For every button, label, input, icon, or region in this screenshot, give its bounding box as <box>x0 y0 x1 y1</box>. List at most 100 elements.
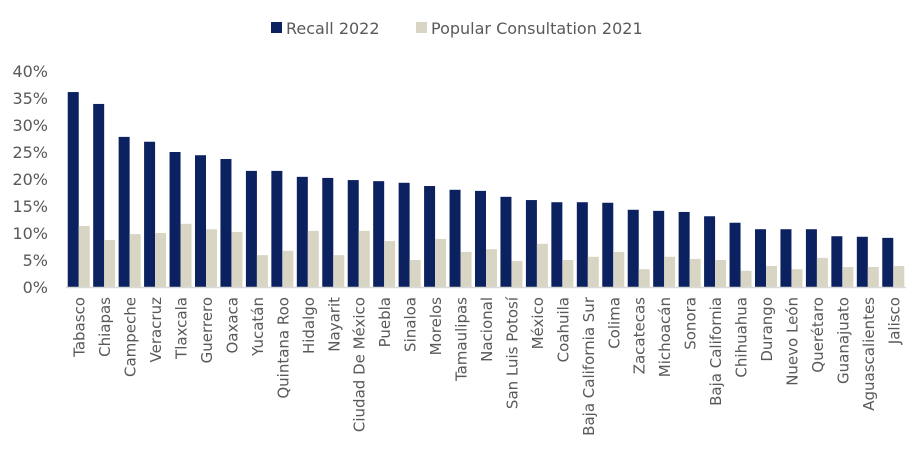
bar-recall-2022-guerrero <box>195 155 206 287</box>
legend-label-recall-2022: Recall 2022 <box>286 19 380 38</box>
bar-popular-consultation-2021-campeche <box>129 234 141 287</box>
bar-recall-2022-morelos <box>424 186 436 287</box>
bar-recall-2022-oaxaca <box>220 159 232 287</box>
y-tick-label: 25% <box>12 143 48 162</box>
bar-recall-2022-veracruz <box>144 141 156 287</box>
x-tick-label-durango: Durango <box>758 297 776 362</box>
y-tick-label: 5% <box>23 251 48 270</box>
bar-popular-consultation-2021-chihuahua <box>740 270 752 287</box>
bar-popular-consultation-2021-puebla <box>384 241 396 287</box>
x-tick-label-sonora: Sonora <box>682 297 700 350</box>
bar-recall-2022-baja-california <box>704 216 716 287</box>
bar-popular-consultation-2021-queretaro <box>816 257 828 287</box>
x-tick-label-chiapas: Chiapas <box>96 297 114 357</box>
x-tick-label-hidalgo: Hidalgo <box>300 297 318 354</box>
x-tick-label-puebla: Puebla <box>376 297 394 347</box>
bar-recall-2022-tamaulipas <box>449 189 461 287</box>
y-tick-label: 0% <box>23 278 48 297</box>
bar-recall-2022-baja-california-sur <box>576 202 588 287</box>
y-axis: 0% 5% 10% 15% 20% 25% 30% 35% 40% <box>12 62 48 297</box>
bar-popular-consultation-2021-guerrero <box>206 229 217 287</box>
x-tick-label-nayarit: Nayarit <box>325 297 343 352</box>
x-tick-label-tamaulipas: Tamaulipas <box>453 297 471 382</box>
bar-recall-2022-colima <box>602 202 614 287</box>
bar-recall-2022-guanajuato <box>831 236 843 287</box>
legend-label-popular-consultation-2021: Popular Consultation 2021 <box>431 19 643 38</box>
bar-popular-consultation-2021-baja-california <box>715 260 727 287</box>
bar-popular-consultation-2021-tlaxcala <box>180 223 192 287</box>
bar-recall-2022-coahuila <box>551 202 563 287</box>
bar-popular-consultation-2021-veracruz <box>155 233 167 287</box>
x-axis: Tabasco Chiapas Campeche Veracruz Tlaxcala Gu… <box>71 296 904 436</box>
bar-recall-2022-sonora <box>678 211 690 287</box>
bar-recall-2022-chiapas <box>93 103 105 287</box>
bars <box>67 92 905 287</box>
bar-recall-2022-hidalgo <box>296 176 308 287</box>
legend: Recall 2022 Popular Consultation 2021 <box>271 19 643 38</box>
x-tick-label-tlaxcala: Tlaxcala <box>173 297 191 360</box>
x-tick-label-campeche: Campeche <box>122 297 140 377</box>
bar-recall-2022-puebla <box>373 181 385 287</box>
x-tick-label-ciudad-de-mexico: Ciudad De México <box>351 297 369 432</box>
x-tick-label-nuevo-leon: Nuevo León <box>783 297 801 386</box>
bar-popular-consultation-2021-baja-california-sur <box>587 256 599 287</box>
bar-recall-2022-queretaro <box>805 229 817 287</box>
bar-popular-consultation-2021-sonora <box>689 258 701 287</box>
bar-popular-consultation-2021-sinaloa <box>409 260 421 287</box>
x-tick-label-coahuila: Coahuila <box>554 297 572 362</box>
x-tick-label-jalisco: Jalisco <box>885 297 903 345</box>
bar-recall-2022-campeche <box>118 136 130 287</box>
bar-recall-2022-chihuahua <box>729 222 741 287</box>
x-tick-label-morelos: Morelos <box>427 297 445 356</box>
x-tick-label-zacatecas: Zacatecas <box>631 297 649 374</box>
bar-popular-consultation-2021-nacional <box>486 249 497 287</box>
bar-recall-2022-tabasco <box>67 92 79 287</box>
y-tick-label: 40% <box>12 62 48 81</box>
x-tick-label-sinaloa: Sinaloa <box>402 297 420 352</box>
y-tick-label: 15% <box>12 197 48 216</box>
bar-popular-consultation-2021-san-luis-potosi <box>511 261 523 287</box>
bar-recall-2022-nacional <box>475 190 486 287</box>
x-tick-label-colima: Colima <box>605 297 623 349</box>
bar-recall-2022-durango <box>755 229 766 287</box>
bar-popular-consultation-2021-mexico <box>536 243 548 287</box>
bar-recall-2022-ciudad-de-mexico <box>347 180 359 287</box>
x-tick-label-nacional: Nacional <box>478 297 496 362</box>
x-tick-label-michoacan: Michoacán <box>656 297 674 377</box>
bar-popular-consultation-2021-morelos <box>435 238 447 287</box>
bar-popular-consultation-2021-tabasco <box>78 225 90 287</box>
x-tick-label-guanajuato: Guanajuato <box>834 297 852 384</box>
bar-recall-2022-michoacan <box>653 210 665 287</box>
bar-recall-2022-san-luis-potosi <box>500 196 512 287</box>
bar-recall-2022-aguascalientes <box>856 236 868 287</box>
x-tick-label-queretaro: Querétaro <box>809 297 827 373</box>
bar-popular-consultation-2021-quintana-roo <box>282 250 294 287</box>
bar-popular-consultation-2021-guanajuato <box>842 267 854 287</box>
bar-popular-consultation-2021-aguascalientes <box>867 267 879 287</box>
y-tick-label: 35% <box>12 89 48 108</box>
bar-popular-consultation-2021-hidalgo <box>307 230 319 287</box>
bar-popular-consultation-2021-coahuila <box>562 260 574 287</box>
legend-swatch-popular-consultation-2021 <box>416 22 427 33</box>
y-tick-label: 20% <box>12 170 48 189</box>
x-tick-label-chihuahua: Chihuahua <box>733 297 751 378</box>
bar-recall-2022-jalisco <box>882 237 894 287</box>
x-tick-label-quintana-roo: Quintana Roo <box>274 297 292 399</box>
bar-recall-2022-tlaxcala <box>169 152 181 287</box>
bar-recall-2022-mexico <box>525 200 537 287</box>
bar-popular-consultation-2021-tamaulipas <box>460 251 472 287</box>
x-tick-label-veracruz: Veracruz <box>147 297 165 363</box>
bar-popular-consultation-2021-oaxaca <box>231 231 243 287</box>
bar-recall-2022-nayarit <box>322 177 334 287</box>
bar-popular-consultation-2021-yucatan <box>256 255 268 287</box>
bar-popular-consultation-2021-nuevo-leon <box>791 269 803 287</box>
bar-popular-consultation-2021-ciudad-de-mexico <box>358 230 370 287</box>
bar-recall-2022-quintana-roo <box>271 170 283 287</box>
bar-recall-2022-zacatecas <box>627 209 639 287</box>
bar-popular-consultation-2021-zacatecas <box>638 269 650 287</box>
x-tick-label-baja-california: Baja California <box>707 297 725 406</box>
bar-recall-2022-yucatan <box>245 170 257 287</box>
bar-popular-consultation-2021-durango <box>766 265 777 287</box>
legend-swatch-recall-2022 <box>271 22 282 33</box>
